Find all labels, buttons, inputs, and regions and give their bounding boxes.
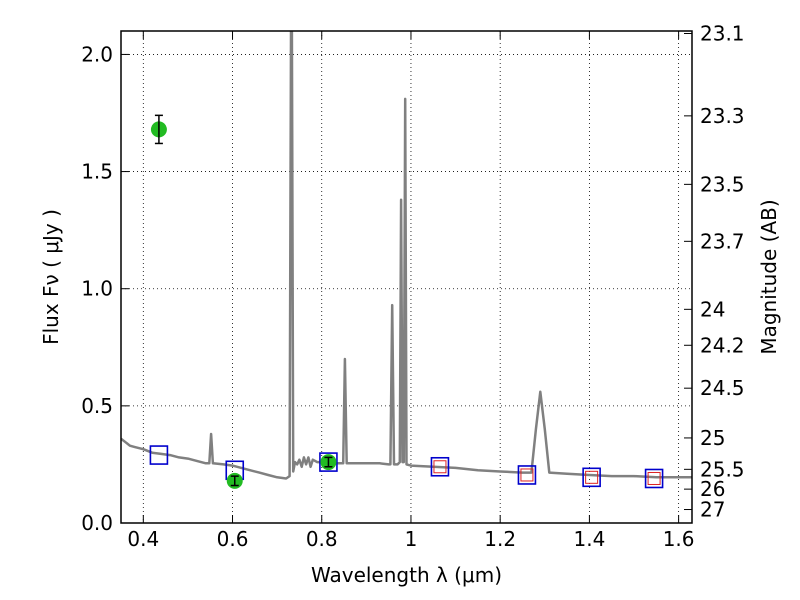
tick-layer: 0.4 0.6 0.8 1 1.2 1.4 1.6 0.0 0.5 1.0 1.5 2.0 23.1 23… [81,22,744,551]
y-tick-label: 2.0 [81,42,113,66]
x-tick-label: 0.4 [127,527,159,551]
model-spectrum-line [121,31,692,480]
y-tick-label: 1.0 [81,277,113,301]
right-tick-label: 23.7 [700,229,745,253]
model-photometry-inner-box [585,470,599,484]
right-axis-label: Magnitude (AB) [757,199,781,354]
right-tick-label: 23.3 [700,104,745,128]
x-tick-label: 1.4 [573,527,605,551]
model-photometry-box [644,468,664,489]
y-tick-label: 0.5 [81,394,113,418]
model-photometry-box [430,456,450,477]
right-tick-label: 26 [700,477,725,501]
right-tick-label: 24.2 [700,333,745,357]
model-photometry-box [319,452,338,472]
model-photometry-box [517,465,537,485]
right-tick-label: 27 [700,498,725,522]
model-photometry-inner-box [433,460,447,474]
right-tick-label: 25.5 [700,457,745,481]
y-tick-label: 1.5 [81,160,113,184]
x-axis-label: Wavelength λ (μm) [311,563,502,587]
model-photometry-inner-box [647,471,661,485]
y-tick-label: 0.0 [81,511,113,535]
model-photometry-box [582,467,601,488]
right-tick-label: 24.5 [700,376,745,400]
right-tick-label: 25 [700,426,725,450]
right-tick-label: 23.5 [700,172,745,196]
x-tick-label: 0.6 [217,527,249,551]
right-tick-label: 24 [700,297,725,321]
x-tick-label: 1.6 [663,527,695,551]
plot-frame [120,30,693,524]
model-photometry-inner-box [520,468,534,482]
model-photometry-box [149,445,169,465]
series-layer [121,31,692,489]
x-tick-label: 1 [405,527,418,551]
y-axis-label: Flux Fν ( μJy ) [39,209,63,345]
x-tick-label: 0.8 [306,527,338,551]
x-tick-label: 1.2 [484,527,516,551]
right-tick-label: 23.1 [700,22,745,46]
